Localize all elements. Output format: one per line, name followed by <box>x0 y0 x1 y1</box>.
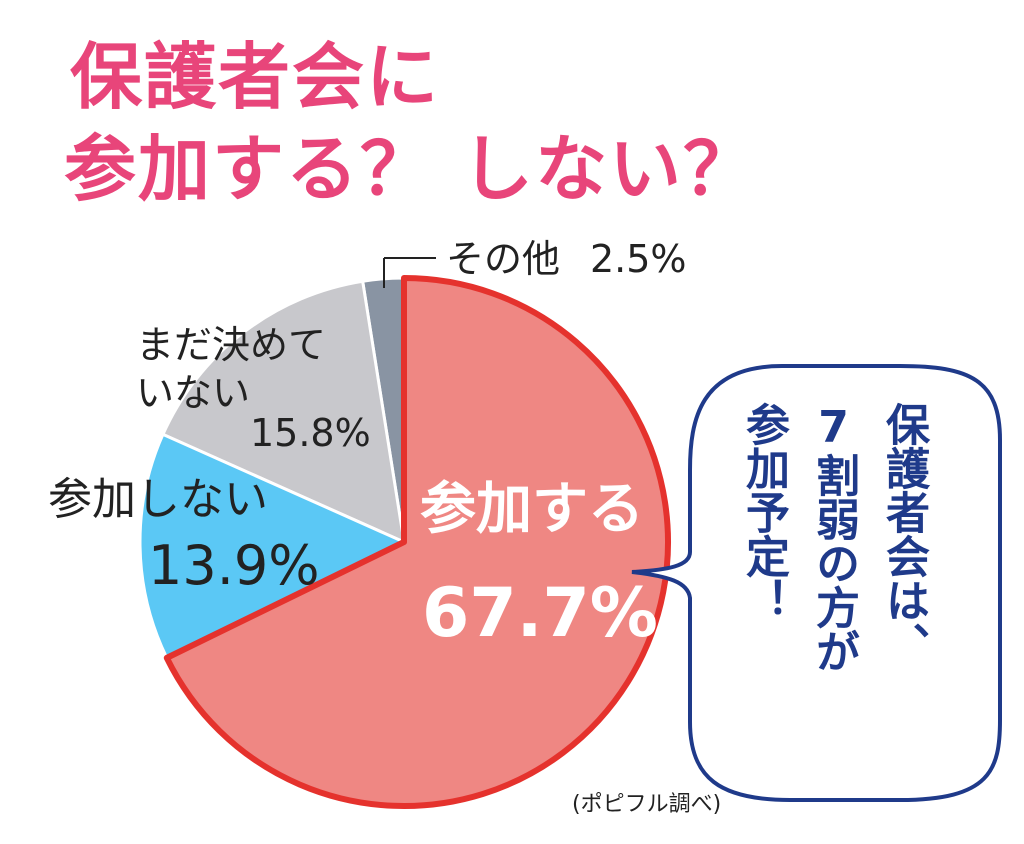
label-attend: 参加する <box>420 477 644 542</box>
value-attend: 67.7% <box>422 574 658 653</box>
slice-not-attend <box>138 432 406 660</box>
label-undecided-line2: いない <box>136 371 250 415</box>
pie-slices <box>138 275 671 809</box>
title-line-2: 参加する？ しない？ <box>57 120 762 218</box>
bubble-text-column-1: 保護者会は、 <box>878 402 929 666</box>
label-undecided-line1: まだ決めて <box>136 323 326 367</box>
bubble-text-column-2: 7割弱の方が <box>808 402 859 673</box>
title-line-1: 保護者会に <box>63 28 445 126</box>
value-undecided: 15.8% <box>250 411 371 455</box>
label-other: その他 <box>446 237 560 281</box>
label-not-attend: 参加しない <box>48 474 268 525</box>
speech-bubble <box>631 364 1002 802</box>
slice-attend <box>163 275 671 809</box>
value-other: 2.5% <box>590 237 687 281</box>
value-not-attend: 13.9% <box>148 534 320 597</box>
slice-undecided <box>161 279 406 544</box>
bubble-text-column-3: 参加予定！ <box>738 402 789 622</box>
source-note: (ポピフル調べ) <box>572 792 722 817</box>
